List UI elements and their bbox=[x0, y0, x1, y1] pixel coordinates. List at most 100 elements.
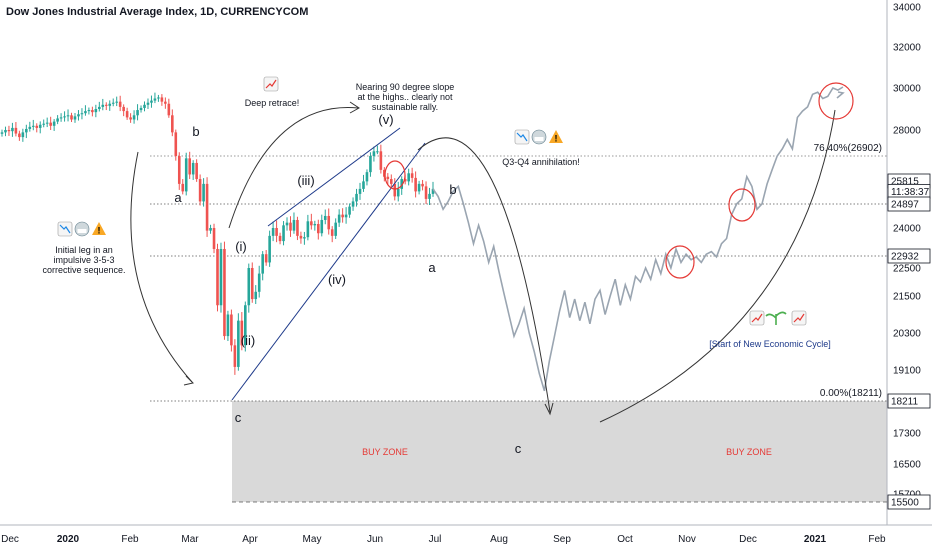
candle-body bbox=[376, 151, 379, 153]
candle-body bbox=[25, 128, 28, 133]
x-tick-label: Dec bbox=[739, 534, 757, 545]
candle-body bbox=[400, 179, 404, 189]
candle-body bbox=[80, 113, 84, 115]
candle-body bbox=[94, 109, 98, 113]
candle-body bbox=[344, 214, 348, 218]
candle-body bbox=[45, 122, 49, 124]
candle-body bbox=[59, 117, 63, 119]
candle-body bbox=[428, 193, 431, 199]
candle-body bbox=[330, 229, 334, 236]
candle-body bbox=[379, 151, 383, 170]
chart-down-icon bbox=[57, 221, 73, 237]
candle-body bbox=[18, 133, 21, 138]
candle-body bbox=[174, 132, 178, 157]
curved-arrow bbox=[130, 151, 193, 383]
candle-body bbox=[261, 254, 264, 274]
candle-body bbox=[205, 183, 209, 231]
chart-up-icon bbox=[751, 313, 763, 323]
candle-body bbox=[52, 121, 56, 126]
candle-body bbox=[358, 188, 362, 194]
candle-body bbox=[38, 124, 42, 128]
candle-body bbox=[129, 117, 132, 120]
candle-body bbox=[191, 162, 195, 175]
candle-body bbox=[369, 156, 372, 173]
candle-body bbox=[0, 132, 4, 134]
highlight-circle bbox=[665, 245, 695, 279]
level-label: 15500 bbox=[891, 498, 919, 509]
candle-body bbox=[278, 235, 282, 242]
chart-up-icon bbox=[263, 76, 279, 92]
x-tick-label: Feb bbox=[868, 534, 886, 545]
candle-body bbox=[56, 118, 59, 122]
candle-body bbox=[351, 201, 355, 207]
candle-body bbox=[320, 219, 324, 234]
x-tick-label: Jul bbox=[429, 534, 442, 545]
y-tick-label: 24000 bbox=[893, 224, 921, 235]
curved-arrow bbox=[228, 107, 359, 229]
candle-body bbox=[257, 273, 261, 292]
candle-body bbox=[66, 115, 70, 117]
x-tick-label: May bbox=[303, 534, 322, 545]
candle-body bbox=[348, 206, 351, 215]
wedge-upper-line bbox=[267, 127, 401, 227]
candle-body bbox=[264, 254, 268, 263]
level-label-box bbox=[887, 393, 931, 409]
chart-up-icon bbox=[749, 310, 765, 326]
candle-body bbox=[403, 179, 407, 182]
candle-body bbox=[101, 104, 105, 107]
wave-label: (ii) bbox=[241, 333, 255, 348]
warning-icon bbox=[92, 222, 106, 235]
candle-body bbox=[268, 235, 271, 263]
candle-body bbox=[410, 173, 414, 178]
candle-body bbox=[247, 268, 251, 306]
y-tick-label: 19100 bbox=[893, 366, 921, 377]
arrow-head bbox=[544, 402, 554, 416]
fib-label: 76.40%(26902) bbox=[814, 143, 882, 154]
y-tick-label: 22500 bbox=[893, 264, 921, 275]
candle-body bbox=[386, 176, 390, 180]
candle-body bbox=[303, 237, 306, 239]
chart-up-icon bbox=[791, 310, 807, 326]
candle-body bbox=[42, 123, 46, 125]
candle-body bbox=[310, 221, 313, 226]
wave-label: (iv) bbox=[328, 272, 346, 287]
x-tick-label: Dec bbox=[1, 534, 19, 545]
wedge-lower-line bbox=[231, 142, 426, 401]
arrow-head bbox=[349, 101, 360, 114]
x-tick-label: 2021 bbox=[804, 534, 827, 545]
candle-body bbox=[250, 268, 254, 300]
annotation-text: [Start of New Economic Cycle] bbox=[709, 339, 831, 349]
level-label: 22932 bbox=[891, 252, 919, 263]
candle-body bbox=[77, 114, 80, 117]
x-tick-label: Oct bbox=[617, 534, 633, 545]
wave-label: b bbox=[449, 182, 456, 197]
y-tick-label: 17300 bbox=[893, 429, 921, 440]
candle-body bbox=[73, 116, 77, 120]
candle-body bbox=[275, 228, 278, 236]
annotation-text: sustainable rally. bbox=[372, 102, 438, 112]
candle-body bbox=[125, 111, 129, 118]
level-label: 25815 bbox=[891, 177, 919, 188]
candle-body bbox=[240, 320, 244, 346]
candle-body bbox=[87, 110, 91, 112]
candle-body bbox=[292, 219, 296, 231]
candle-body bbox=[146, 102, 150, 105]
candle-body bbox=[181, 183, 185, 192]
candle-body bbox=[195, 162, 198, 180]
wave-label: c bbox=[515, 441, 522, 456]
chart-down-icon bbox=[516, 132, 528, 142]
fib-label: 0.00%(18211) bbox=[820, 388, 882, 399]
candle-body bbox=[355, 193, 358, 202]
candle-body bbox=[233, 345, 237, 367]
x-tick-label: 2020 bbox=[57, 534, 80, 545]
candle-body bbox=[11, 127, 14, 132]
x-tick-label: Jun bbox=[367, 534, 383, 545]
candle-body bbox=[122, 106, 125, 112]
candle-body bbox=[237, 320, 240, 367]
x-tick-label: Feb bbox=[121, 534, 139, 545]
candle-body bbox=[209, 228, 212, 231]
chart-title: Dow Jones Industrial Average Index, 1D, … bbox=[6, 6, 309, 18]
level-label-box bbox=[887, 494, 931, 510]
candle-body bbox=[171, 115, 174, 133]
